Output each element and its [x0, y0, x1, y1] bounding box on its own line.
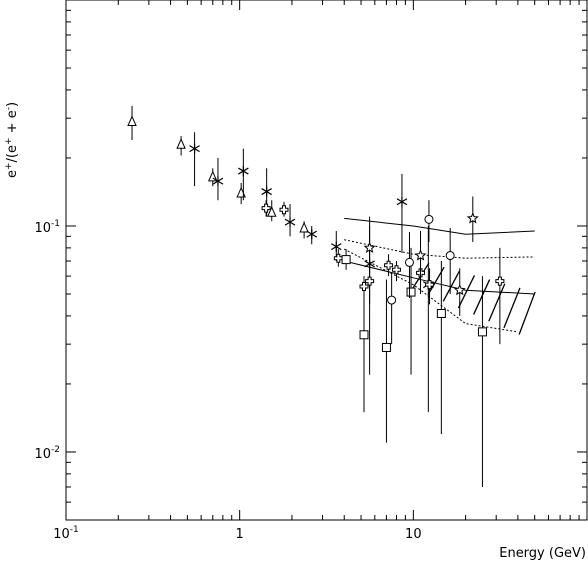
y-tick-label: 10-2: [34, 445, 60, 462]
cross-marker: [261, 203, 271, 213]
square-marker: [436, 308, 446, 318]
data-point: [424, 200, 434, 242]
x-tick-label: 1: [236, 527, 244, 542]
square-marker: [406, 287, 416, 297]
triangle-marker: [127, 115, 137, 126]
data-point: [477, 276, 487, 487]
x-tick-label: 10-1: [53, 525, 79, 542]
star-marker: [466, 212, 479, 224]
hatch-stroke: [503, 287, 521, 329]
data-point: [341, 249, 351, 270]
data-point: [363, 225, 376, 273]
axis-ticks: [65, 0, 588, 521]
data-point: [299, 221, 309, 239]
asterisk-marker: [396, 196, 408, 207]
data-point: [445, 227, 455, 295]
asterisk-marker: [306, 229, 318, 240]
data-point: [425, 268, 435, 305]
data-point: [238, 148, 249, 201]
data-point: [127, 105, 137, 141]
cross-marker: [365, 276, 375, 286]
cross-marker: [359, 281, 369, 291]
asterisk-marker: [261, 186, 272, 197]
y-tick-label: 10-1: [34, 219, 60, 236]
data-point: [279, 201, 289, 217]
square-marker: [341, 255, 351, 265]
triangle-marker: [299, 221, 309, 233]
data-point: [453, 268, 466, 316]
star-marker: [363, 241, 376, 253]
square-marker: [477, 327, 487, 337]
hatched-band: [412, 262, 536, 335]
data-point: [207, 168, 218, 187]
circle-marker: [404, 257, 414, 267]
cross-marker: [392, 265, 402, 275]
data-point: [387, 272, 397, 345]
data-markers: [127, 105, 505, 487]
asterisk-marker: [330, 241, 342, 252]
data-point: [266, 200, 277, 222]
square-marker: [381, 342, 391, 352]
data-point: [306, 225, 318, 245]
circle-marker: [424, 214, 434, 224]
asterisk-marker: [284, 217, 296, 228]
triangle-marker: [176, 138, 186, 149]
data-point: [396, 173, 408, 253]
square-marker: [359, 330, 369, 340]
asterisk-marker: [238, 166, 249, 177]
hatch-stroke: [473, 279, 491, 315]
plot-frame: [65, 0, 588, 521]
asterisk-marker: [212, 176, 224, 187]
hatch-stroke: [457, 275, 476, 309]
data-point: [381, 279, 391, 443]
asterisk-marker: [189, 143, 200, 154]
star-marker: [414, 249, 427, 261]
triangle-marker: [266, 206, 277, 217]
dotted-curve: [344, 239, 535, 259]
data-point: [414, 231, 427, 285]
star-marker: [453, 283, 466, 296]
data-point: [333, 249, 343, 267]
data-point: [406, 247, 416, 375]
cross-marker: [333, 253, 343, 263]
cross-marker: [425, 280, 435, 290]
data-point: [404, 232, 414, 299]
data-point: [384, 254, 394, 277]
data-point: [236, 182, 246, 205]
x-tick-label: 10: [405, 527, 422, 542]
data-point: [261, 200, 271, 217]
tick-labels: 10-1 1 10 10-1 10-2: [34, 219, 421, 542]
cross-marker: [279, 205, 289, 215]
x-axis-title: Energy (GeV): [499, 546, 586, 561]
data-point: [495, 247, 505, 345]
triangle-marker: [236, 186, 246, 198]
hatch-stroke: [518, 291, 536, 335]
cross-marker: [495, 276, 505, 286]
data-point: [212, 157, 224, 201]
circle-marker: [445, 251, 455, 261]
data-point: [466, 196, 479, 242]
cross-marker: [384, 260, 394, 270]
data-point: [189, 132, 200, 187]
data-point: [359, 290, 369, 413]
data-point: [330, 231, 342, 261]
circle-marker: [387, 295, 397, 305]
data-point: [392, 260, 402, 282]
solid-curve: [344, 217, 535, 235]
data-point: [436, 260, 446, 435]
hatch-stroke: [488, 283, 506, 322]
data-point: [284, 204, 296, 237]
data-point: [176, 136, 186, 156]
dotted-curve: [343, 248, 518, 333]
y-axis-title: e+/(e+ + e-): [4, 102, 20, 178]
